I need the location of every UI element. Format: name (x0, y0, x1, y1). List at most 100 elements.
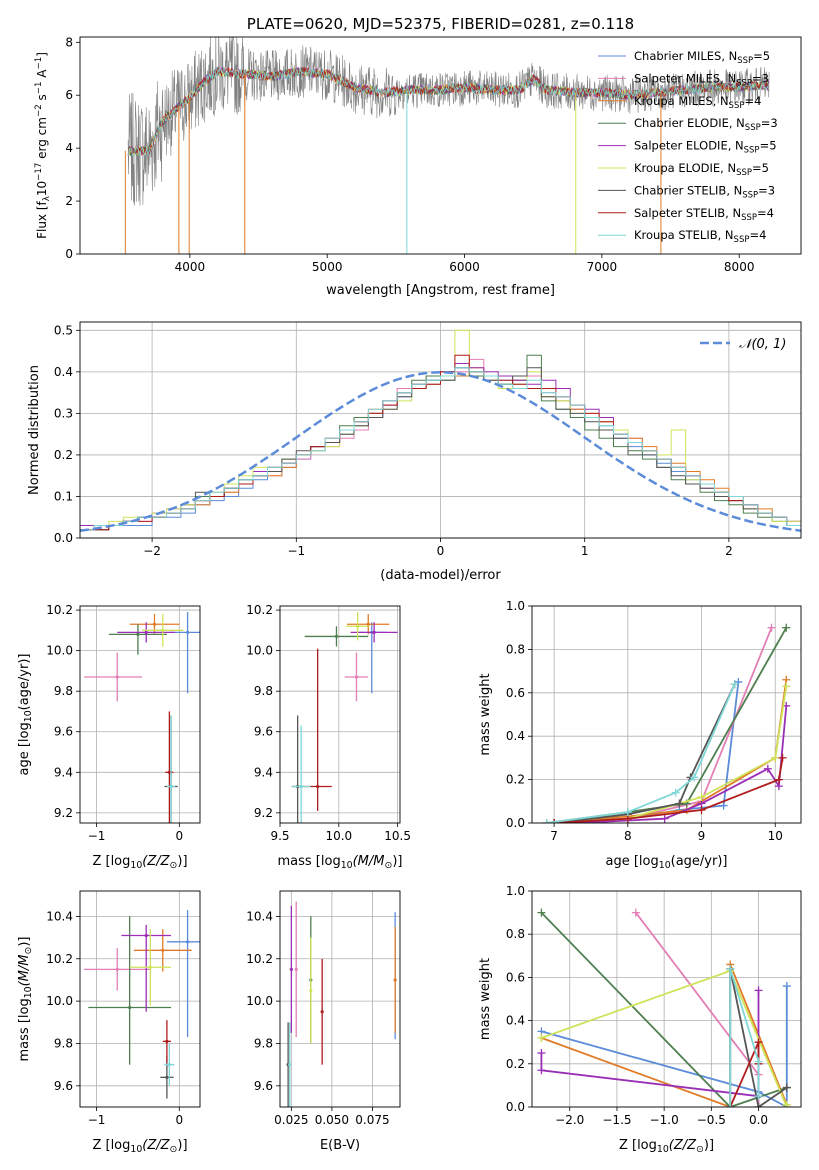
data-point-salpeter_miles (115, 967, 119, 971)
data-point-kroupa_stelib (299, 784, 303, 789)
x-tick-label: 10.5 (384, 829, 411, 843)
label-part: 10 (23, 710, 34, 722)
series-marker-kroupa_stelib (623, 808, 632, 817)
label-part: (age/yr)] (17, 654, 32, 711)
series-marker-salpeter_elodie (660, 814, 669, 823)
legend-sub: SSP (734, 235, 750, 245)
series-marker-chabrier_stelib (675, 799, 684, 808)
label-part: 10 (35, 181, 49, 196)
series-marker-kroupa_elodie (782, 1100, 791, 1107)
series-marker-chabrier_miles (782, 982, 791, 991)
y-tick-label: 9.6 (54, 1079, 73, 1093)
series-marker-kroupa_stelib (542, 819, 551, 823)
data-point-salpeter_elodie (144, 933, 148, 938)
series-line-chabrier_elodie (546, 627, 788, 823)
plot-area-mass_weight_vs_Z (537, 908, 791, 1107)
y-tick-label: 10.0 (46, 994, 73, 1008)
observed-spectrum-line (127, 37, 770, 206)
y-tick-label: 9.2 (254, 806, 273, 820)
x-tick-label: 6000 (449, 260, 480, 274)
data-point-salpeter_stelib (316, 784, 320, 789)
y-tick-label: 0.2 (506, 773, 525, 787)
label-part: erg cm (35, 117, 49, 163)
legend-sub: SSP (729, 101, 745, 111)
legend-entry: Kroupa STELIB, NSSP=4 (634, 228, 766, 245)
y-tick-label: 1.0 (506, 599, 525, 613)
label-part: Z [log (92, 1138, 130, 1153)
y-tick-label: 10.2 (246, 952, 273, 966)
series-marker-salpeter_elodie (763, 764, 772, 773)
y-tick-label: 8 (65, 35, 73, 49)
y-tick-label: 10.4 (246, 909, 273, 923)
series-line-chabrier_miles (541, 986, 788, 1107)
series-marker-chabrier_elodie (537, 908, 546, 917)
x-axis-label: wavelength [Angstrom, rest frame] (326, 283, 555, 298)
label-part: −1 (34, 82, 44, 95)
x-tick-label: 8000 (724, 260, 755, 274)
x-tick-label: 0.075 (355, 1113, 389, 1127)
data-point-chabrier_elodie (128, 1005, 132, 1010)
series-line-kroupa_miles (546, 679, 788, 823)
legend-entry: Salpeter STELIB, NSSP=4 (634, 206, 774, 223)
x-tick-label: 0.050 (315, 1113, 349, 1127)
label-part: Flux [f (35, 200, 49, 238)
x-tick-label: −1.5 (602, 1113, 631, 1127)
chart-spectrum: 4000 5000 6000 7000 8000 0 2 4 6 8 PLATE=0620, MJD… (34, 15, 802, 298)
legend-sub: SSP (736, 78, 752, 88)
x-axis-label: Z [log10(Z/Z⊙)] (92, 854, 187, 871)
series-marker-chabrier_stelib (754, 1103, 763, 1107)
data-point-salpeter_miles (354, 675, 359, 679)
legend-tail: =5 (752, 161, 769, 175)
data-point-salpeter_miles (294, 967, 298, 971)
label-part: 10 (130, 860, 142, 871)
label-part: age [log (17, 722, 32, 775)
label-part: )] (177, 854, 187, 869)
axes-frame (279, 605, 401, 824)
chart-mass_vs_ebv: 0.025 0.050 0.075 9.6 9.8 10.0 10.2 10.4 E(B-V) (246, 890, 401, 1153)
x-axis-label: mass [log10(M/M⊙)] (278, 854, 403, 871)
y-tick-label: 0.0 (54, 531, 73, 545)
series-marker-kroupa_stelib (726, 1103, 735, 1107)
data-point-salpeter_elodie (372, 630, 376, 634)
y-tick-label: 9.8 (254, 684, 273, 698)
gaussian-curve (80, 371, 801, 532)
legend-sub: SSP (741, 213, 757, 223)
y-tick-label: 10.0 (246, 994, 273, 1008)
axes-frame (79, 890, 201, 1108)
legend-label: Chabrier MILES, N (634, 49, 737, 63)
label-part: ⊙ (696, 1144, 704, 1155)
legend-entry: 𝒩(0, 1) (739, 337, 786, 352)
axes-frame (531, 890, 802, 1108)
legend-label: Salpeter MILES, N (634, 71, 736, 85)
label-part: )] (177, 1138, 187, 1153)
y-tick-label: 9.8 (54, 684, 73, 698)
legend-tail: =4 (757, 206, 774, 220)
series-marker-kroupa_stelib (671, 788, 680, 797)
data-point-salpeter_stelib (320, 1010, 324, 1014)
x-tick-label: 4000 (175, 260, 206, 274)
series-line-salpeter_elodie (540, 990, 760, 1098)
y-axis-label: age [log10(age/yr)] (17, 654, 34, 776)
y-axis-label: mass weight (478, 673, 493, 755)
y-tick-label: 4 (65, 141, 73, 155)
legend-label: Kroupa ELODIE, N (634, 161, 736, 175)
legend-label: Kroupa MILES, N (634, 94, 729, 108)
x-tick-label: 2 (725, 544, 733, 558)
y-tick-label: 9.8 (54, 1036, 73, 1050)
histogram-kroupa_stelib (80, 367, 801, 531)
series-marker-chabrier_elodie (782, 623, 791, 632)
series-line-salpeter_stelib (554, 757, 784, 823)
series-marker-salpeter_elodie (537, 1066, 546, 1075)
y-tick-label: 9.2 (54, 806, 73, 820)
series-marker-salpeter_elodie (537, 1049, 546, 1057)
x-tick-label: 0 (175, 1113, 183, 1127)
series-marker-salpeter_miles (767, 623, 776, 632)
data-point-kroupa_stelib (167, 1063, 171, 1067)
axes-frame (79, 605, 201, 824)
legend-entry: Chabrier MILES, NSSP=5 (634, 49, 770, 66)
x-axis-label: Z [log10(Z/Z⊙)] (92, 1138, 187, 1155)
series-marker-kroupa_stelib (754, 1057, 763, 1066)
y-tick-label: 10.2 (46, 952, 73, 966)
legend-entry: Salpeter MILES, NSSP=3 (634, 71, 769, 88)
